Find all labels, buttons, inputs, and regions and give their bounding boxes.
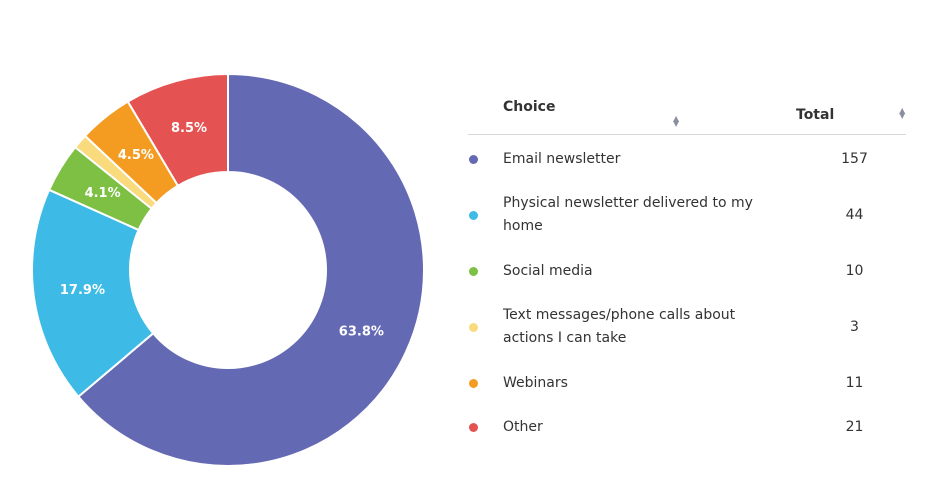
- legend-dot-icon: [469, 322, 478, 332]
- row-choice: Social media: [503, 262, 593, 279]
- row-total: 11: [845, 375, 864, 391]
- slice-percent-label: 4.1%: [85, 186, 121, 201]
- row-total: 21: [845, 419, 864, 435]
- row-choice: Physical newsletter delivered to my home: [503, 195, 753, 234]
- legend-dot-icon: [469, 266, 478, 276]
- donut-slice[interactable]: [126, 72, 229, 188]
- table-header: Choice ▲ ▼ Total ▲ ▼: [468, 95, 906, 135]
- total-header-label: Total: [796, 106, 835, 123]
- slice-percent-label: 4.5%: [118, 148, 154, 163]
- slice-percent-label: 8.5%: [171, 121, 207, 136]
- row-total: 10: [845, 263, 864, 279]
- table-row: Text messages/phone calls about actions …: [468, 295, 906, 359]
- donut-slice[interactable]: [31, 188, 155, 399]
- row-total: 44: [845, 207, 864, 223]
- choice-header-label: Choice: [503, 98, 556, 115]
- total-header[interactable]: Total ▲ ▼: [718, 105, 906, 123]
- row-choice: Webinars: [503, 374, 568, 391]
- sort-updown-icon[interactable]: ▲ ▼: [673, 113, 680, 128]
- donut-chart: 63.8% 17.9% 4.1% 4.5% 8.5%: [31, 72, 425, 467]
- donut-slice[interactable]: [76, 72, 425, 467]
- legend-dot-icon: [469, 210, 478, 220]
- slice-percent-label: 17.9%: [60, 283, 105, 298]
- results-table: Choice ▲ ▼ Total ▲ ▼ Email newsletter 157 …: [468, 95, 906, 447]
- table-row: Physical newsletter delivered to my home…: [468, 183, 906, 247]
- row-choice: Text messages/phone calls about actions …: [503, 307, 736, 346]
- table-row: Social media 10: [468, 247, 906, 295]
- legend-dot-icon: [469, 154, 478, 164]
- row-total: 157: [841, 151, 868, 167]
- table-row: Email newsletter 157: [468, 135, 906, 183]
- legend-dot-icon: [469, 422, 478, 432]
- table-row: Other 21: [468, 407, 906, 447]
- row-choice: Other: [503, 418, 543, 435]
- row-choice: Email newsletter: [503, 150, 621, 167]
- choice-header[interactable]: Choice ▲ ▼: [468, 99, 718, 131]
- row-total: 3: [850, 319, 859, 335]
- legend-dot-icon: [469, 378, 478, 388]
- sort-updown-icon[interactable]: ▲ ▼: [899, 105, 906, 120]
- slice-percent-label: 63.8%: [339, 324, 384, 339]
- table-row: Webinars 11: [468, 359, 906, 407]
